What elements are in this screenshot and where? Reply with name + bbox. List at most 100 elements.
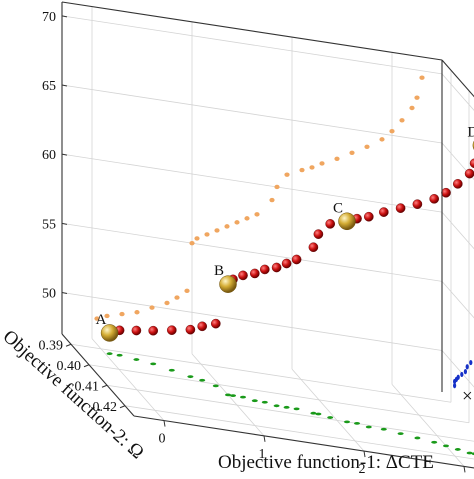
projection-point-xz xyxy=(189,240,195,246)
projection-point-xy xyxy=(283,405,290,409)
pareto-point xyxy=(238,270,248,281)
grid-line-z xyxy=(61,84,443,144)
projection-point-xz xyxy=(309,165,315,170)
projection-point-xz xyxy=(104,313,110,319)
floor-pane-xy xyxy=(62,334,474,468)
projection-point-xz xyxy=(254,212,260,217)
projection-point-xz xyxy=(244,216,250,221)
projection-point-xy xyxy=(168,368,175,372)
pareto-point xyxy=(308,242,319,253)
top-edge-side xyxy=(441,59,474,98)
x-tick-mark xyxy=(163,420,166,427)
projection-point-xz xyxy=(274,184,280,190)
projection-point-yz xyxy=(465,364,469,370)
projection-point-xy xyxy=(230,394,236,398)
x-tick-mark xyxy=(263,435,266,442)
pareto-point xyxy=(452,179,463,189)
projection-point-xy xyxy=(187,375,194,379)
grid-line-z xyxy=(441,73,474,111)
projection-point-xy xyxy=(133,358,140,361)
projection-point-xz xyxy=(134,310,140,315)
projection-point-xz xyxy=(149,305,155,310)
pareto-point xyxy=(412,199,423,209)
pareto-point xyxy=(325,219,336,229)
x-axis-label: Objective function-1: ΔCTE xyxy=(218,452,434,473)
key-point-a xyxy=(100,324,119,342)
projection-point-xz xyxy=(204,232,210,237)
grid-line-z xyxy=(441,281,474,319)
projection-point-xz xyxy=(94,316,100,321)
pareto-point xyxy=(378,207,389,217)
grid-line-x xyxy=(291,368,365,452)
pareto-point xyxy=(441,187,451,198)
z-tick-mark xyxy=(61,153,68,156)
y-tick-label: 0.41 xyxy=(75,379,100,394)
x-tick-label: 1 xyxy=(259,447,266,462)
projection-point-xy xyxy=(310,411,317,415)
grid-line-y xyxy=(88,364,470,424)
grid-line-y xyxy=(106,384,474,442)
key-point-label-c: C xyxy=(333,200,343,216)
grid-lines xyxy=(61,6,474,467)
y-tick-label: 0.42 xyxy=(93,400,118,415)
projection-point-xz xyxy=(269,197,275,203)
top-edge-back xyxy=(61,1,443,61)
projection-point-xy xyxy=(397,432,404,436)
grid-line-z xyxy=(441,211,474,250)
x-tick-label: 2 xyxy=(359,462,366,474)
projection-point-yz xyxy=(456,374,460,380)
projection-point-xy xyxy=(225,393,231,397)
y-tick-mark xyxy=(101,384,108,388)
projection-point-xy xyxy=(212,384,219,388)
projection-point-xz xyxy=(214,228,220,233)
projection-point-xy xyxy=(116,353,123,357)
projection-point-xz xyxy=(364,144,370,149)
axis-lines xyxy=(61,1,474,469)
pareto-point xyxy=(197,321,207,332)
z-tick-label: 50 xyxy=(42,287,56,302)
projection-point-xy xyxy=(261,400,268,404)
x-axis-multiplier: × xyxy=(462,386,473,407)
projection-point-xy xyxy=(365,425,372,429)
projection-point-xy xyxy=(315,412,322,416)
pareto-point xyxy=(185,324,196,335)
y-tick-mark xyxy=(65,343,72,347)
grid-line-z xyxy=(441,350,474,388)
projection-point-xy xyxy=(443,444,449,448)
pareto-point xyxy=(131,325,142,336)
grid-line-z xyxy=(61,222,443,282)
grid-line-y xyxy=(124,405,474,460)
projection-point-xz xyxy=(299,167,305,173)
projection-point-xz xyxy=(379,137,385,142)
projection-point-yz xyxy=(469,359,473,366)
projection-point-xy xyxy=(380,427,387,431)
pareto-point xyxy=(166,325,177,335)
projection-point-xz xyxy=(174,295,180,300)
grid-line-z xyxy=(61,292,443,351)
projection-point-xy xyxy=(273,404,280,408)
back-panes xyxy=(62,2,474,468)
projection-point-xy xyxy=(327,416,334,419)
pareto-point xyxy=(313,229,324,239)
projections xyxy=(94,75,474,456)
projection-point-xy xyxy=(106,352,113,356)
projection-point-xz xyxy=(389,129,395,134)
projection-point-xy xyxy=(251,399,258,403)
projection-point-xz xyxy=(224,224,230,229)
key-point-label-b: B xyxy=(214,263,224,279)
grid-line-z xyxy=(441,142,474,181)
pareto-point xyxy=(271,262,282,273)
projection-point-xz xyxy=(184,288,190,294)
projection-point-xy xyxy=(199,378,206,382)
grid-line-z xyxy=(61,15,443,75)
pareto-point xyxy=(291,254,302,265)
projection-point-xy xyxy=(431,440,438,444)
projection-point-xy xyxy=(414,436,421,440)
projection-point-xz xyxy=(409,105,415,111)
projection-point-xz xyxy=(194,236,200,241)
pareto-point xyxy=(249,268,260,279)
projection-point-xy xyxy=(150,362,157,366)
